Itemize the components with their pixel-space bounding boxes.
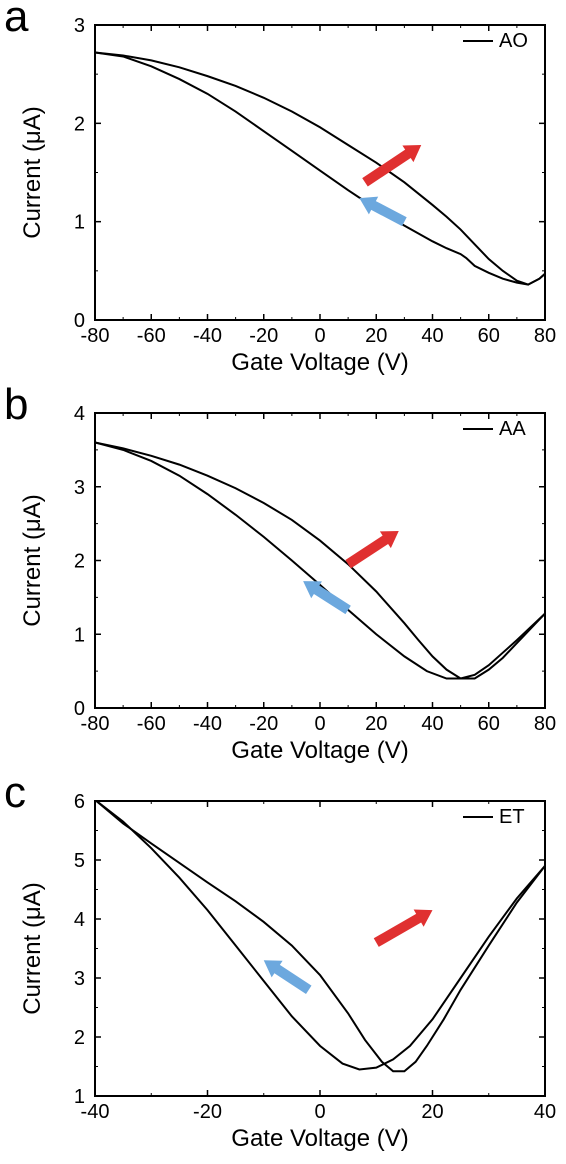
- svg-text:0: 0: [314, 1101, 325, 1123]
- svg-text:60: 60: [478, 325, 500, 347]
- svg-text:-40: -40: [193, 713, 222, 735]
- panel-a: a -80-60-40-200204060800123Gate Voltage …: [0, 0, 566, 388]
- svg-text:2: 2: [74, 1027, 85, 1049]
- svg-text:2: 2: [74, 113, 85, 135]
- svg-text:AO: AO: [499, 30, 528, 52]
- svg-text:Current (μA): Current (μA): [19, 106, 46, 239]
- svg-text:60: 60: [478, 713, 500, 735]
- svg-text:0: 0: [314, 325, 325, 347]
- svg-text:ET: ET: [499, 806, 525, 828]
- svg-text:-20: -20: [249, 713, 278, 735]
- svg-text:20: 20: [421, 1101, 443, 1123]
- panel-label-a: a: [4, 0, 28, 42]
- svg-text:20: 20: [365, 325, 387, 347]
- svg-text:0: 0: [74, 310, 85, 332]
- svg-text:3: 3: [74, 477, 85, 499]
- svg-text:2: 2: [74, 551, 85, 573]
- svg-text:-20: -20: [249, 325, 278, 347]
- svg-text:40: 40: [421, 325, 443, 347]
- svg-text:-20: -20: [193, 1101, 222, 1123]
- svg-text:0: 0: [74, 698, 85, 720]
- svg-text:-40: -40: [193, 325, 222, 347]
- svg-text:Current (μA): Current (μA): [19, 494, 46, 627]
- svg-text:3: 3: [74, 968, 85, 990]
- svg-text:1: 1: [74, 1086, 85, 1108]
- panel-c: c -40-2002040123456Gate Voltage (V)Curre…: [0, 776, 566, 1164]
- svg-text:5: 5: [74, 850, 85, 872]
- svg-text:4: 4: [74, 403, 85, 425]
- svg-text:40: 40: [421, 713, 443, 735]
- svg-text:0: 0: [314, 713, 325, 735]
- chart-b: -80-60-40-2002040608001234Gate Voltage (…: [0, 388, 566, 776]
- svg-text:20: 20: [365, 713, 387, 735]
- svg-text:-60: -60: [137, 713, 166, 735]
- svg-text:Gate Voltage (V): Gate Voltage (V): [231, 1125, 408, 1152]
- svg-text:80: 80: [534, 325, 556, 347]
- svg-text:6: 6: [74, 791, 85, 813]
- svg-text:40: 40: [534, 1101, 556, 1123]
- panel-label-c: c: [4, 768, 26, 818]
- panel-label-b: b: [4, 380, 28, 430]
- svg-text:-60: -60: [137, 325, 166, 347]
- svg-text:3: 3: [74, 15, 85, 37]
- svg-text:4: 4: [74, 909, 85, 931]
- svg-text:Gate Voltage (V): Gate Voltage (V): [231, 737, 408, 764]
- chart-a: -80-60-40-200204060800123Gate Voltage (V…: [0, 0, 566, 388]
- svg-text:1: 1: [74, 212, 85, 234]
- panel-b: b -80-60-40-2002040608001234Gate Voltage…: [0, 388, 566, 776]
- svg-text:Current (μA): Current (μA): [19, 882, 46, 1015]
- svg-text:1: 1: [74, 624, 85, 646]
- svg-text:Gate Voltage (V): Gate Voltage (V): [231, 349, 408, 376]
- svg-text:AA: AA: [499, 418, 526, 440]
- chart-c: -40-2002040123456Gate Voltage (V)Current…: [0, 776, 566, 1164]
- figure-container: a -80-60-40-200204060800123Gate Voltage …: [0, 0, 566, 1164]
- svg-text:80: 80: [534, 713, 556, 735]
